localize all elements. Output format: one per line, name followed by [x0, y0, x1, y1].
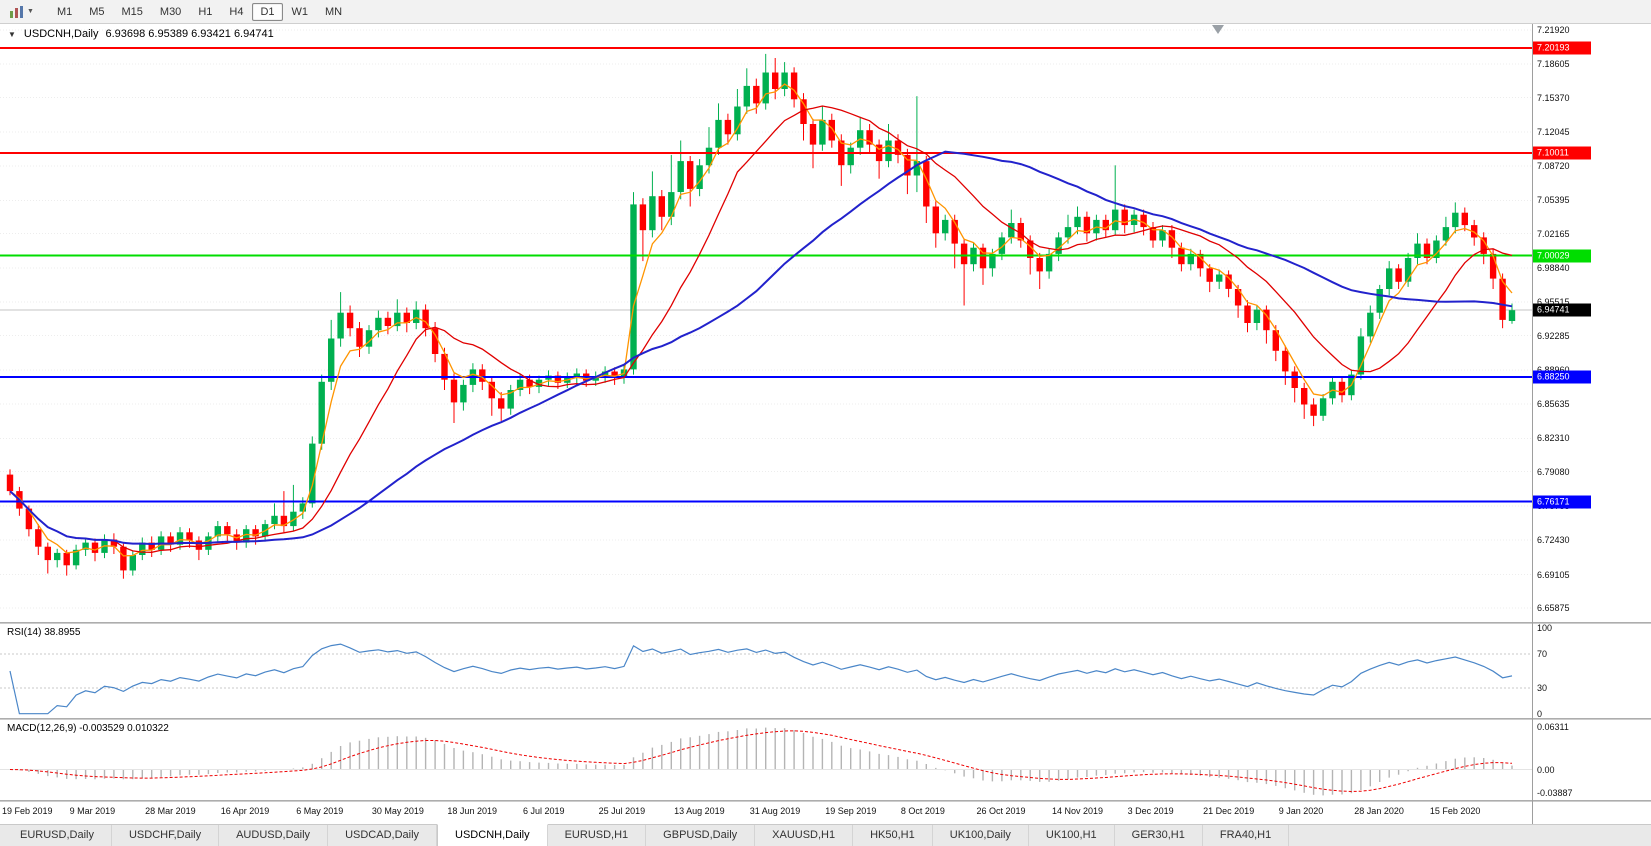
y-axis-tick: 6.92285 [1537, 330, 1570, 341]
y-axis-tick: 7.21920 [1537, 24, 1570, 35]
pane-separator[interactable] [0, 622, 1651, 624]
y-axis-tick: 6.79080 [1537, 466, 1570, 477]
y-axis-tick: 6.65875 [1537, 602, 1570, 613]
axis-separator [0, 800, 1651, 802]
timeframe-button-H4[interactable]: H4 [229, 5, 244, 18]
timeframe-button-D1[interactable]: D1 [252, 2, 283, 21]
x-axis-label: 18 Jun 2019 [447, 806, 497, 816]
x-axis-label: 30 May 2019 [371, 806, 424, 816]
x-axis-label: 19 Feb 2019 [2, 806, 53, 816]
timeframe-toolbar: M1 M5 M15 M30 H1 H4 D1 W1 MN [49, 2, 350, 21]
x-axis-label: 9 Jan 2020 [1278, 806, 1324, 816]
y-axis-tick: 6.88960 [1537, 365, 1570, 375]
y-axis-tick: 7.12045 [1537, 126, 1570, 137]
main-chart-canvas[interactable] [0, 24, 1532, 622]
x-axis-label: 14 Nov 2019 [1052, 806, 1104, 816]
chart-tab-XAUUSD-H1[interactable]: XAUUSD,H1 [755, 825, 854, 846]
rsi-axis-tick: 100 [1537, 623, 1553, 634]
timeframe-button-M30[interactable]: M30 [159, 5, 182, 18]
chart-tab-USDCHF-Daily[interactable]: USDCHF,Daily [111, 825, 220, 846]
x-axis-label: 15 Feb 2020 [1429, 806, 1481, 816]
y-axis-tick: 6.69105 [1537, 569, 1570, 580]
quote-collapse-icon[interactable]: ▼ [8, 29, 16, 39]
rsi-indicator-label: RSI(14) 38.8955 [7, 627, 81, 638]
y-axis-tick: 6.95515 [1537, 297, 1570, 308]
timeframe-button-MN[interactable]: MN [325, 5, 343, 18]
chart-tabs-bar: EURUSD,Daily USDCHF,Daily AUDUSD,Daily USDC… [0, 824, 1651, 846]
x-axis-label: 16 Apr 2019 [220, 806, 270, 816]
macd-axis-tick: -0.03887 [1537, 788, 1573, 798]
y-axis-tick: 6.72430 [1537, 535, 1570, 546]
y-axis-tick: 7.05395 [1537, 195, 1570, 206]
price-line-badge: 7.00029 [1533, 249, 1591, 263]
ohlc-quote-label: 6.93698 6.95389 6.93421 6.94741 [105, 28, 274, 40]
chart-tab-UK100-Daily[interactable]: UK100,Daily [932, 825, 1029, 846]
y-axis-tick: 7.15370 [1537, 92, 1570, 103]
current-price-badge: 6.94741 [1533, 303, 1591, 317]
chart-tab-AUDUSD-Daily[interactable]: AUDUSD,Daily [219, 825, 329, 846]
rsi-axis-tick: 70 [1537, 648, 1548, 659]
chart-tab-GBPUSD-Daily[interactable]: GBPUSD,Daily [646, 825, 756, 846]
timeframe-button-W1[interactable]: W1 [291, 5, 309, 18]
y-axis-tick: 7.18605 [1537, 59, 1570, 70]
rsi-axis-tick: 0 [1537, 708, 1543, 719]
price-line-badge: 6.88250 [1533, 370, 1591, 384]
chart-tab-GER30-H1[interactable]: GER30,H1 [1114, 825, 1203, 846]
shift-marker[interactable] [1212, 25, 1224, 34]
y-axis-tick: 6.85635 [1537, 399, 1570, 410]
macd-axis-tick: 0.00 [1537, 764, 1555, 775]
chart-title: ▼ USDCNH,Daily 6.93698 6.95389 6.93421 6… [8, 28, 274, 40]
y-axis-tick: 7.08720 [1537, 161, 1570, 172]
x-axis-label: 21 Dec 2019 [1203, 806, 1255, 816]
macd-axis-tick: 0.06311 [1537, 722, 1569, 732]
chart-tab-EURUSD-Daily[interactable]: EURUSD,Daily [3, 825, 112, 846]
price-line-badge: 7.10011 [1533, 146, 1591, 160]
timeframe-button-M5[interactable]: M5 [89, 5, 105, 18]
y-axis-tick: 7.02165 [1537, 228, 1570, 239]
y-axis-tick: 6.98840 [1537, 262, 1570, 273]
symbol-timeframe-label: USDCNH,Daily [23, 28, 99, 40]
x-axis-label: 25 Jul 2019 [598, 806, 646, 816]
price-line-badge: 7.20193 [1533, 41, 1591, 55]
price-line-badge: 6.76171 [1533, 495, 1591, 509]
toolbar: ▼ M1 M5 M15 M30 H1 H4 D1 W1 MN [0, 0, 1651, 24]
x-axis-label: 26 Oct 2019 [976, 806, 1026, 816]
chart-tab-UK100-H1[interactable]: UK100,H1 [1028, 825, 1115, 846]
chart-tab-USDCAD-Daily[interactable]: USDCAD,Daily [328, 825, 438, 846]
x-axis-label: 6 May 2019 [296, 806, 344, 816]
chart-tab-USDCNH-Daily[interactable]: USDCNH,Daily [437, 824, 548, 846]
x-axis-label: 8 Oct 2019 [900, 806, 945, 816]
chart-glyph-icon [10, 5, 23, 18]
price-scale-border[interactable] [1532, 24, 1533, 824]
chart-menu-icon[interactable]: ▼ [6, 3, 37, 21]
x-axis-label: 28 Jan 2020 [1354, 806, 1404, 816]
chart-region[interactable]: ▼ USDCNH,Daily 6.93698 6.95389 6.93421 6… [0, 24, 1651, 824]
x-axis-label: 13 Aug 2019 [674, 806, 725, 816]
x-axis-label: 6 Jul 2019 [523, 806, 565, 816]
y-axis-tick: 6.82310 [1537, 433, 1570, 444]
chart-tab-EURUSD-H1[interactable]: EURUSD,H1 [547, 825, 647, 846]
x-axis-label: 31 Aug 2019 [749, 806, 801, 816]
chart-tab-FRA40-H1[interactable]: FRA40,H1 [1202, 825, 1290, 846]
macd-indicator-label: MACD(12,26,9) -0.003529 0.010322 [7, 723, 169, 734]
rsi-axis-tick: 30 [1537, 683, 1548, 694]
x-axis-label: 3 Dec 2019 [1127, 806, 1174, 816]
x-axis-label: 28 Mar 2019 [145, 806, 196, 816]
x-axis-label: 19 Sep 2019 [825, 806, 877, 816]
chart-tab-HK50-H1[interactable]: HK50,H1 [853, 825, 933, 846]
dropdown-caret-icon: ▼ [27, 8, 34, 15]
pane-separator[interactable] [0, 718, 1651, 720]
timeframe-button-H1[interactable]: H1 [198, 5, 213, 18]
rsi-pane-canvas[interactable] [0, 624, 1532, 718]
macd-pane-canvas[interactable] [0, 720, 1532, 800]
x-axis-label: 9 Mar 2019 [69, 806, 116, 816]
timeframe-button-M15[interactable]: M15 [121, 5, 143, 18]
timeframe-button-M1[interactable]: M1 [56, 5, 73, 18]
